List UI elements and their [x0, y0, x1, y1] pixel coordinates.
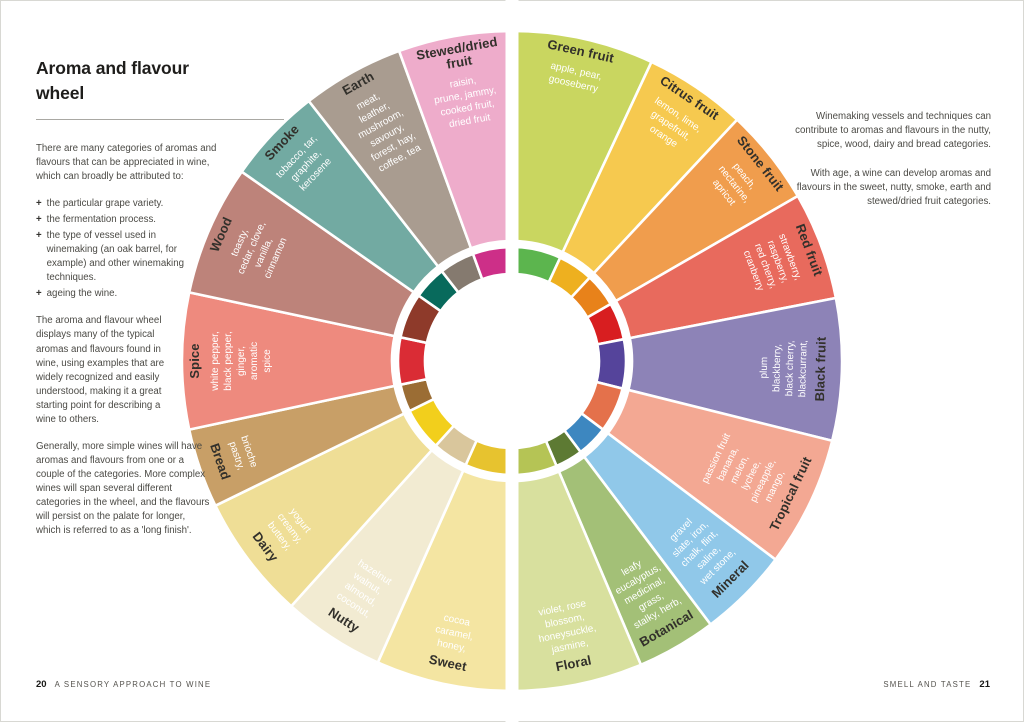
segment-items-black-fruit: plum [759, 357, 771, 379]
segment-label-stewed-dried-fruit: fruit [445, 52, 474, 71]
segment-items-black-fruit: blackberry, [771, 344, 783, 392]
left-page-footer: 20 A SENSORY APPROACH TO WINE [36, 679, 211, 690]
bullet-text: the particular grape variety. [46, 197, 164, 209]
bullet-item: + the fermentation process. [36, 213, 194, 227]
bullet-list: + the particular grape variety. + the ferm… [36, 197, 194, 301]
segment-items-spice: white pepper, [210, 331, 221, 392]
wheel-description-paragraph: The aroma and flavour wheel displays man… [36, 315, 165, 425]
segment-label-floral: Floral [554, 652, 592, 674]
left-page-text: Aroma and flavour wheel There are many c… [36, 56, 284, 551]
right-page-footer: SMELL AND TASTE 21 [883, 679, 990, 690]
segment-items-spice: black pepper, [223, 331, 234, 391]
bullet-text: the type of vessel used in winemaking (a… [46, 230, 184, 284]
bullet-item: + the type of vessel used in winemaking (… [36, 229, 194, 285]
plus-bullet-icon: + [36, 197, 42, 209]
plus-bullet-icon: + [36, 288, 42, 300]
segment-items-stewed-dried-fruit: raisin, [449, 75, 477, 90]
segment-items-spice: spice [262, 349, 273, 373]
bullet-item: + the particular grape variety. [36, 197, 194, 211]
bullet-item: + ageing the wine. [36, 287, 194, 301]
intro-paragraph: There are many categories of aromas and … [36, 142, 217, 182]
segment-items-black-fruit: blackcurrant, [797, 340, 809, 398]
plus-bullet-icon: + [36, 230, 42, 242]
left-footer-text: A SENSORY APPROACH TO WINE [54, 680, 212, 689]
segment-accent-black-fruit [594, 337, 628, 391]
right-page-number: 21 [979, 679, 990, 690]
page-gutter [505, 0, 519, 722]
plus-bullet-icon: + [36, 214, 42, 225]
right-footer-text: SMELL AND TASTE [883, 680, 972, 689]
bullet-text: ageing the wine. [46, 288, 118, 300]
segment-items-black-fruit: black cherry, [784, 340, 796, 396]
segment-label-black-fruit: Black fruit [812, 336, 829, 402]
left-page-number: 20 [36, 679, 47, 690]
title-rule [36, 118, 284, 120]
bullet-text: the fermentation process. [46, 214, 156, 225]
ageing-note: With age, a wine can develop aromas and … [796, 168, 991, 208]
right-page-text: Winemaking vessels and techniques can co… [777, 110, 991, 209]
segment-accent-spice [396, 335, 429, 387]
winemaking-note: Winemaking vessels and techniques can co… [795, 111, 991, 151]
page-title: Aroma and flavour wheel [36, 58, 189, 104]
complexity-paragraph: Generally, more simple wines will have a… [36, 440, 210, 537]
segment-label-spice: Spice [187, 343, 202, 378]
segment-items-spice: ginger, [236, 346, 247, 376]
segment-items-spice: aromatic [249, 342, 260, 380]
